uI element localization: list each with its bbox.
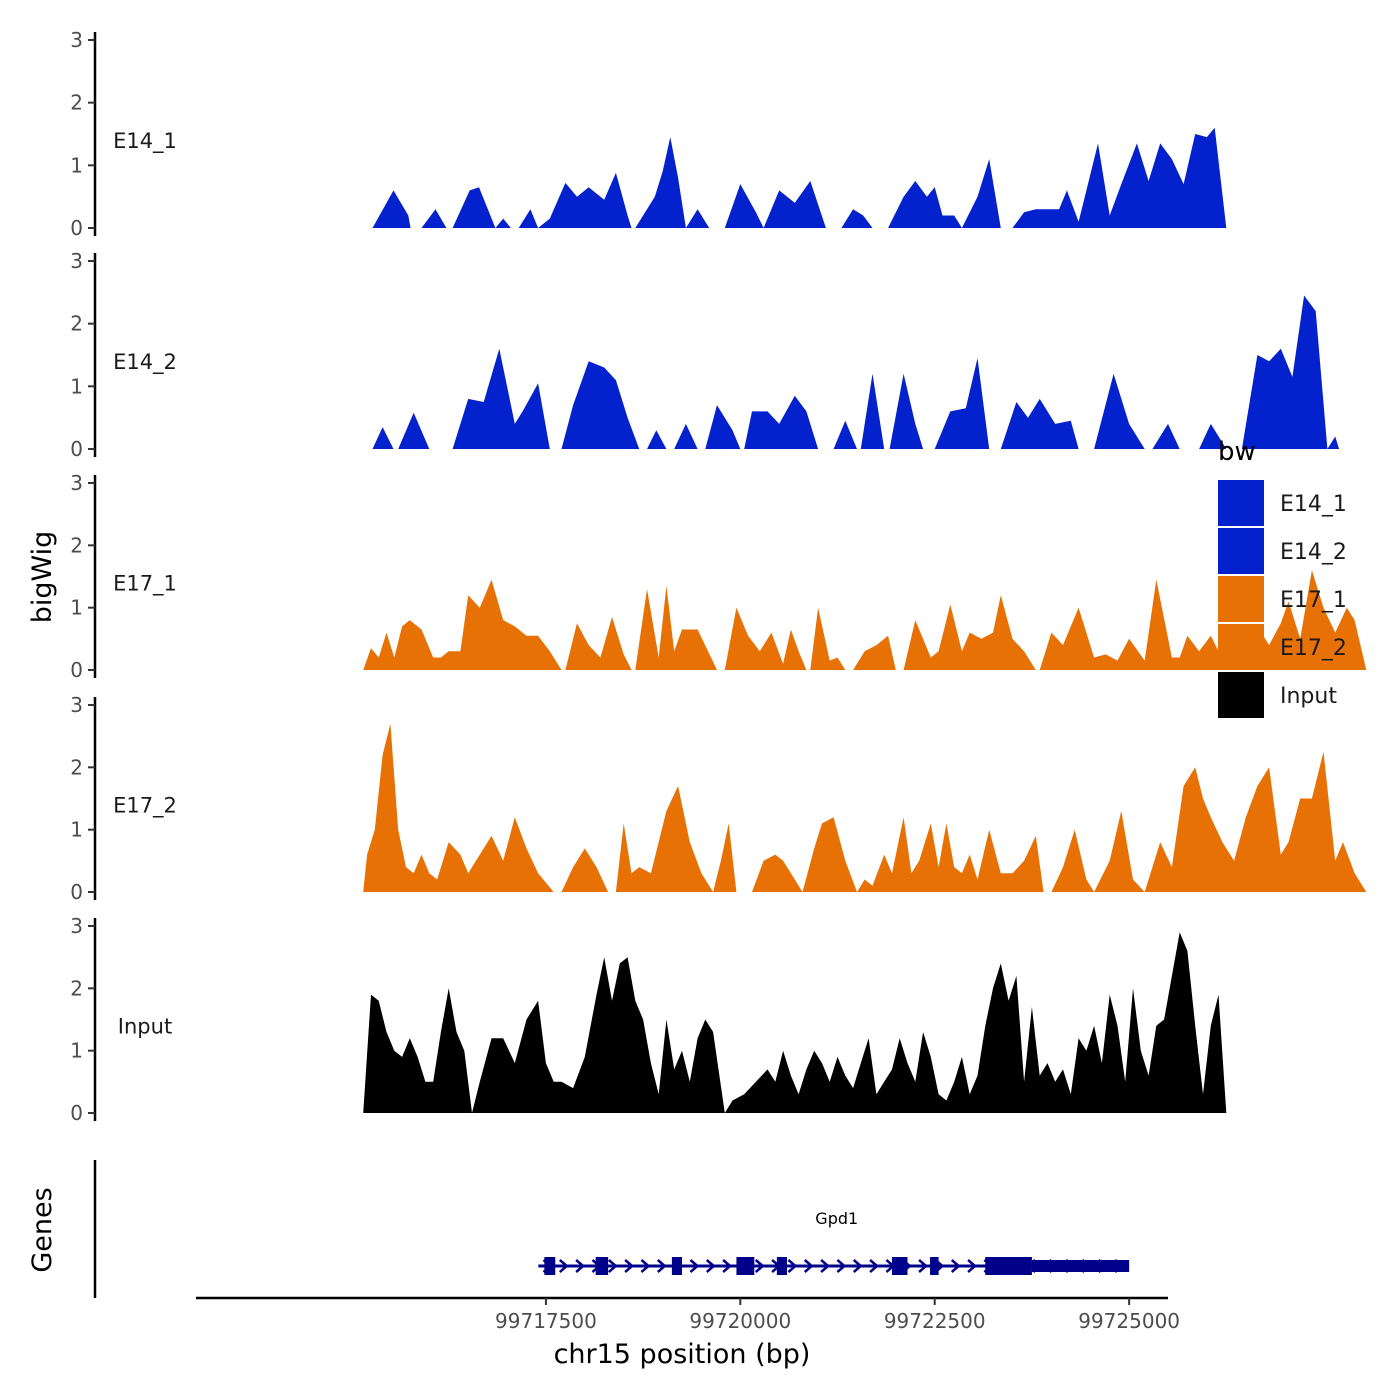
legend-swatch — [1218, 480, 1264, 526]
strand-arrow — [640, 1259, 651, 1273]
y-tick-label: 1 — [70, 374, 83, 398]
legend-swatch — [1218, 528, 1264, 574]
y-tick-label: 3 — [70, 914, 83, 938]
legend-swatch — [1218, 576, 1264, 622]
strand-arrow — [705, 1259, 716, 1273]
strand-arrow — [624, 1259, 635, 1273]
exon-box — [736, 1257, 755, 1275]
x-tick-label: 99722500 — [884, 1309, 986, 1333]
y-tick-label: 1 — [70, 596, 83, 620]
exon-box — [544, 1257, 556, 1275]
exon-box — [891, 1257, 908, 1275]
y-tick-label: 2 — [70, 533, 83, 557]
strand-arrow — [787, 1259, 798, 1273]
legend-label: E17_1 — [1280, 588, 1347, 613]
y-tick-label: 0 — [70, 1101, 83, 1125]
strand-arrow — [575, 1259, 586, 1273]
y-tick-label: 2 — [70, 312, 83, 336]
signal-area-e17-1 — [363, 570, 1367, 670]
y-tick-label: 0 — [70, 216, 83, 240]
track-label: E14_2 — [113, 350, 177, 375]
strand-arrow — [656, 1259, 667, 1273]
strand-arrow — [754, 1259, 765, 1273]
strand-arrow — [558, 1259, 569, 1273]
tracks-layer: 0 1 2 3 E14_1 0 1 2 3 E14_2 0 1 2 3 E17_1 0 1 2 3 E17_2 0 1 2 3… — [70, 28, 1367, 1125]
y-tick-label: 0 — [70, 880, 83, 904]
exon-box — [930, 1257, 939, 1275]
strand-arrow — [836, 1259, 847, 1273]
track-label: E17_2 — [113, 794, 177, 819]
strand-arrow — [722, 1259, 733, 1273]
utr-box — [1031, 1260, 1130, 1272]
track-label: Input — [118, 1015, 172, 1039]
legend-label: E14_1 — [1280, 492, 1347, 517]
legend-label: E14_2 — [1280, 540, 1347, 565]
strand-arrow — [803, 1259, 814, 1273]
y-axis-title: bigWig — [27, 531, 58, 624]
exon-box — [671, 1257, 682, 1275]
exon-box — [985, 1257, 1032, 1275]
y-tick-label: 0 — [70, 437, 83, 461]
track-e14-2: 0 1 2 3 E14_2 — [70, 249, 1340, 461]
y-tick-label: 0 — [70, 658, 83, 682]
signal-area-e14-1 — [372, 127, 1227, 228]
strand-arrow — [918, 1259, 928, 1273]
legend-label: E17_2 — [1280, 636, 1347, 661]
strand-arrow — [967, 1259, 977, 1273]
legend-swatch — [1218, 624, 1264, 670]
x-tick-label: 99720000 — [689, 1309, 791, 1333]
strand-arrow — [820, 1259, 830, 1273]
gene-label: Gpd1 — [815, 1209, 858, 1228]
y-tick-label: 1 — [70, 153, 83, 177]
exon-box — [595, 1257, 609, 1275]
track-label: E14_1 — [113, 129, 177, 154]
strand-arrow — [869, 1259, 879, 1273]
track-input: 0 1 2 3 Input — [70, 914, 1227, 1125]
legend-swatch — [1218, 672, 1264, 718]
genes-axis-title: Genes — [27, 1187, 58, 1272]
y-tick-label: 2 — [70, 91, 83, 115]
legend: bw E14_1 E14_2 E17_1 E17_2 Input — [1218, 437, 1347, 718]
strand-arrow — [689, 1259, 700, 1273]
y-tick-label: 3 — [70, 28, 83, 52]
y-tick-label: 1 — [70, 818, 83, 842]
signal-area-e17-2 — [363, 723, 1367, 892]
x-tick-label: 99717500 — [495, 1309, 597, 1333]
y-tick-label: 2 — [70, 755, 83, 779]
x-tick-label: 99725000 — [1078, 1309, 1180, 1333]
legend-label: Input — [1280, 684, 1337, 709]
x-axis-title: chr15 position (bp) — [554, 1339, 811, 1370]
track-label: E17_1 — [113, 572, 177, 597]
legend-title: bw — [1218, 437, 1256, 467]
y-tick-label: 1 — [70, 1039, 83, 1063]
signal-area-input — [363, 932, 1227, 1113]
strand-arrow — [950, 1259, 961, 1273]
strand-arrow — [607, 1259, 618, 1273]
y-tick-label: 2 — [70, 976, 83, 1000]
signal-area-e14-2 — [372, 295, 1340, 449]
track-e14-1: 0 1 2 3 E14_1 — [70, 28, 1227, 240]
track-e17-2: 0 1 2 3 E17_2 — [70, 693, 1367, 904]
x-axis: 99717500 99720000 99722500 99725000 — [196, 1296, 1180, 1333]
genes-panel: Gpd1 — [93, 1160, 1130, 1298]
track-e17-1: 0 1 2 3 E17_1 — [70, 471, 1367, 682]
strand-arrow — [852, 1259, 863, 1273]
exon-box — [776, 1257, 787, 1275]
y-tick-label: 3 — [70, 471, 83, 495]
y-tick-label: 3 — [70, 249, 83, 273]
y-tick-label: 3 — [70, 693, 83, 717]
